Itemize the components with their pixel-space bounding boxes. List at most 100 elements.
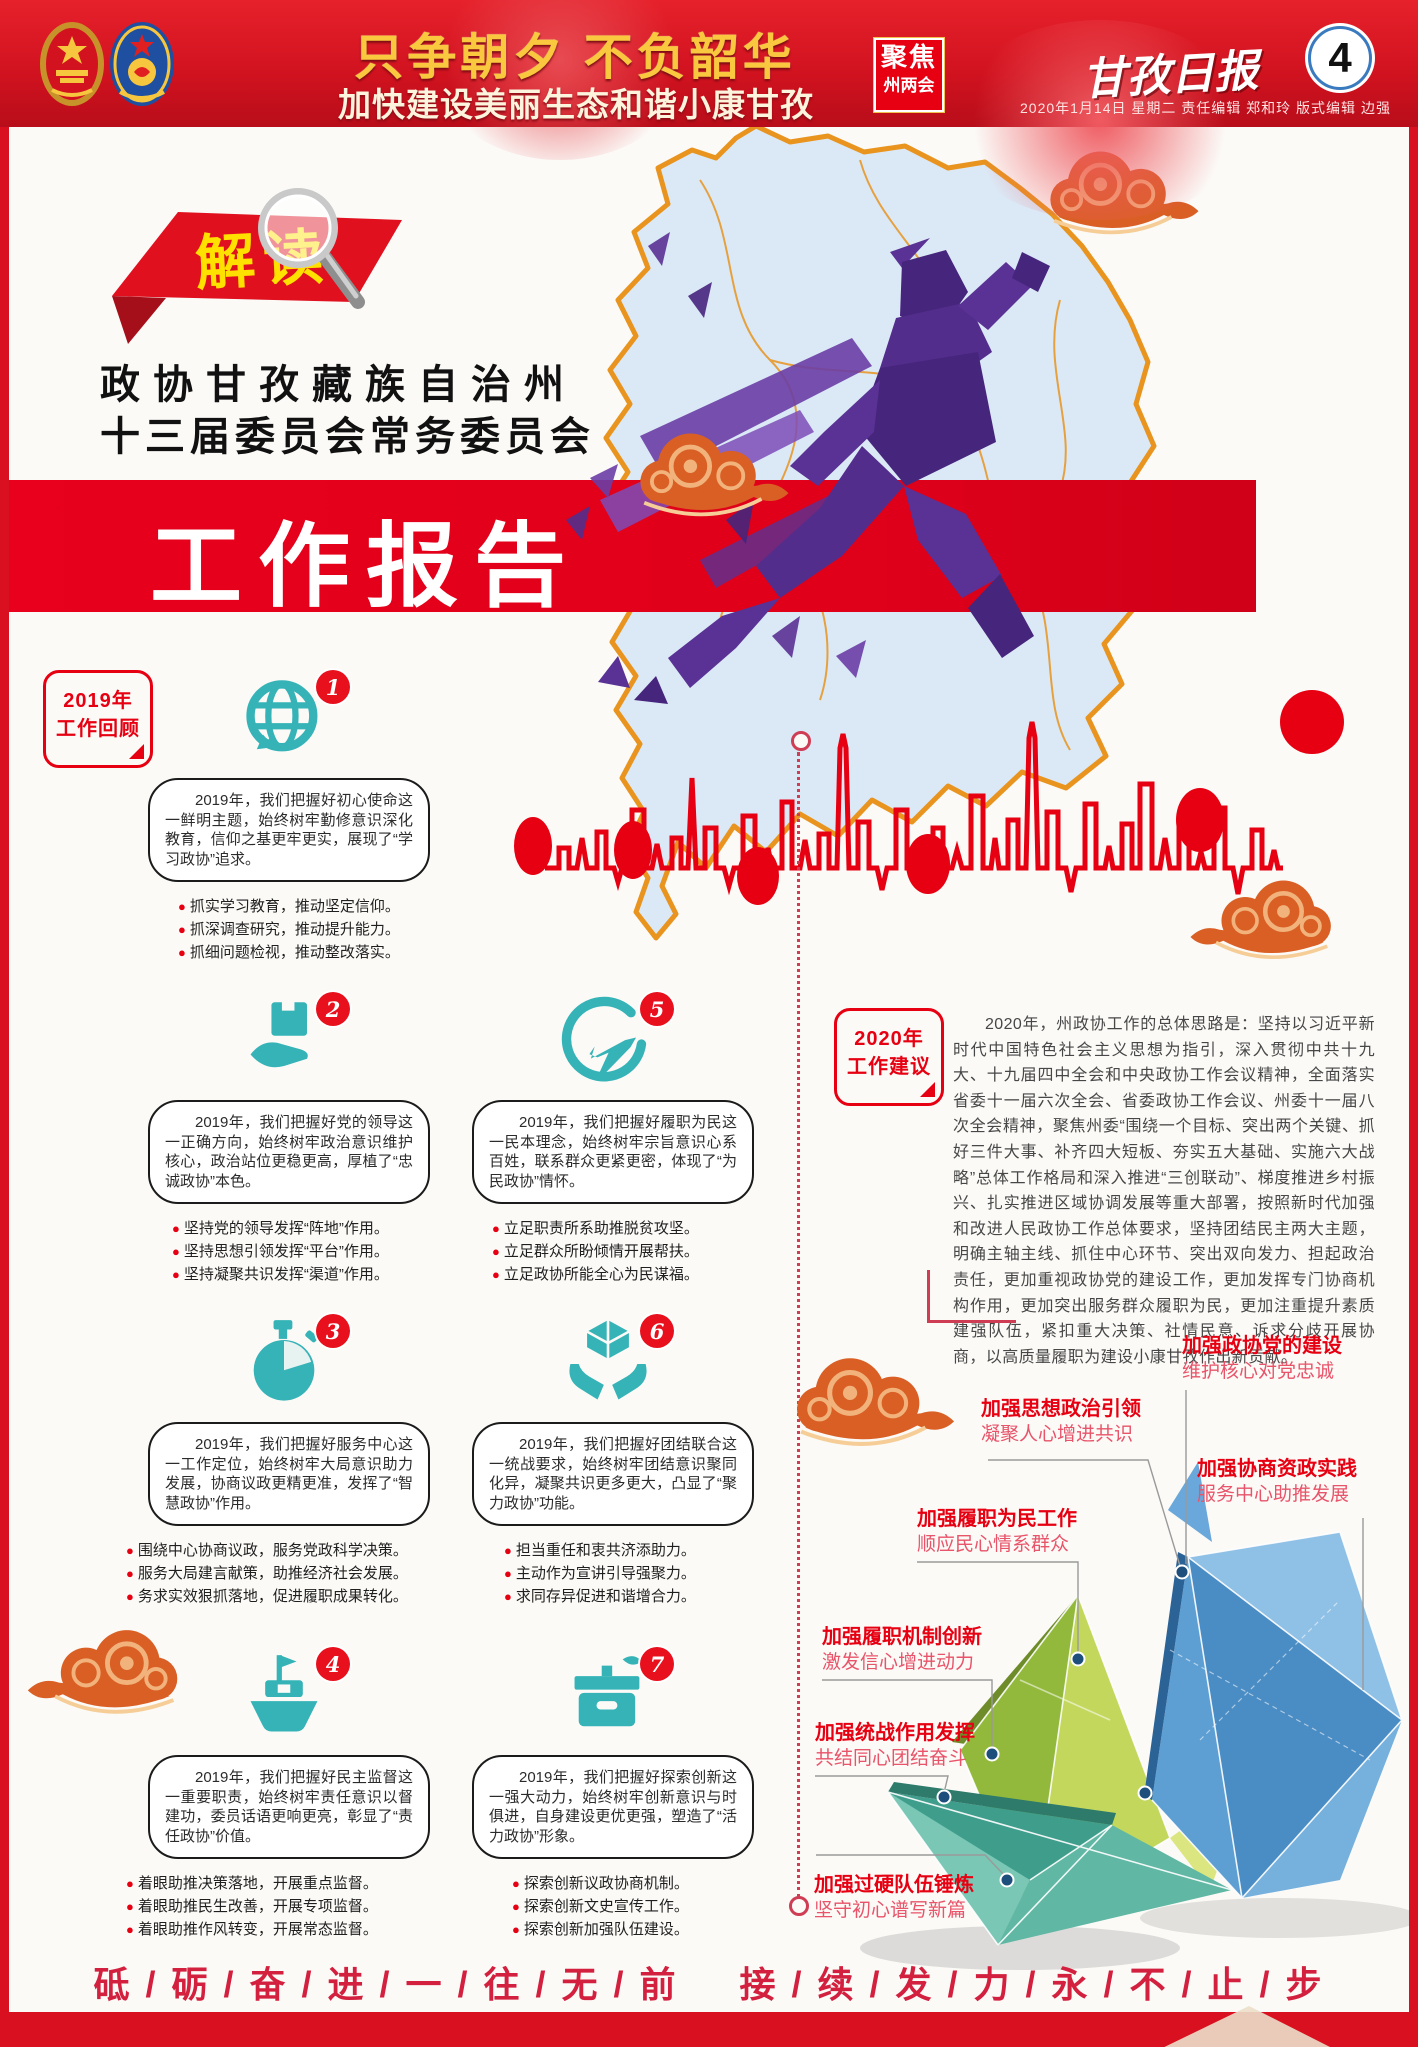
label-2020-line2: 工作建议 xyxy=(847,1056,931,1078)
plan-item-title: 加强政协党的建设 xyxy=(1182,1335,1342,1357)
shattered-runner-figure xyxy=(566,232,1050,704)
section-paragraph-bubble: 2019年，我们把握好团结联合这一统战要求，始终树牢团结意识聚同化异，凝聚共识更… xyxy=(472,1422,754,1526)
plan-item-subtitle: 维护核心对党忠诚 xyxy=(1182,1361,1335,1382)
section-number-badge: 4 xyxy=(316,1647,350,1681)
stopwatch-icon: 3 xyxy=(230,1312,350,1412)
section-bullets: 担当重任和衷共济添助力。 主动作为宣讲引导强聚力。 求同存异促进和谐增合力。 xyxy=(504,1539,754,1608)
auspicious-cloud-icon xyxy=(1185,868,1340,966)
section-bullets: 探索创新议政协商机制。 探索创新文史宣传工作。 探索创新加强队伍建设。 xyxy=(512,1872,754,1941)
bullet-item: 坚持思想引领发挥“平台”作用。 xyxy=(172,1240,430,1263)
report-banner-title: 工作报告 xyxy=(150,516,583,618)
section-paragraph-bubble: 2019年，我们把握好服务中心这一工作定位，始终树牢大局意识助力发展，协商议政更… xyxy=(148,1422,430,1526)
plan-item-title: 加强协商资政实践 xyxy=(1197,1458,1357,1480)
section-paragraph: 2019年，我们把握好初心使命这一鲜明主题，始终树牢勤修意识深化教育，信仰之基更… xyxy=(165,792,413,868)
plan-item-6: 加强统战作用发挥 共结同心团结奋斗 xyxy=(815,1720,975,1772)
section-number-badge: 5 xyxy=(640,992,674,1026)
auspicious-cloud-icon xyxy=(786,1346,961,1452)
section-paragraph: 2019年，我们把握好党的领导这一正确方向，始终树牢政治意识维护核心，政治站位更… xyxy=(165,1114,413,1190)
section-paragraph: 2019年，我们把握好履职为民这一民本理念，始终树牢宗旨意识心系百姓，联系群众更… xyxy=(489,1114,737,1190)
review-section-6: 6 2019年，我们把握好团结联合这一统战要求，始终树牢团结意识聚同化异，凝聚共… xyxy=(472,1312,754,1608)
page-header: 只争朝夕 不负韶华 加快建设美丽生态和谐小康甘孜 聚焦 州两会 甘孜日报 4 2… xyxy=(0,0,1418,220)
plan-item-title: 加强履职为民工作 xyxy=(917,1508,1077,1530)
plan-item-subtitle: 服务中心助推发展 xyxy=(1197,1484,1350,1505)
review-section-2: 2 2019年，我们把握好党的领导这一正确方向，始终树牢政治意识维护核心，政治站… xyxy=(148,990,430,1286)
bullet-item: 着眼助推民生改善，开展专项监督。 xyxy=(126,1895,456,1918)
bullet-item: 立足政协所能全心为民谋福。 xyxy=(492,1263,754,1286)
plan-item-title: 加强思想政治引领 xyxy=(981,1398,1141,1420)
divider-bottom-circle xyxy=(789,1896,809,1916)
footer-slogan-right: 接 / 续 / 发 / 力 / 永 / 不 / 止 / 步 xyxy=(739,1964,1325,2005)
bullet-item: 求同存异促进和谐增合力。 xyxy=(504,1585,754,1608)
bullet-item: 围绕中心协商议政，服务党政科学决策。 xyxy=(126,1539,456,1562)
bullet-item: 抓深调查研究，推动提升能力。 xyxy=(178,918,430,941)
plan-item-subtitle: 顺应民心情系群众 xyxy=(917,1534,1070,1555)
label-2019-line2: 工作回顾 xyxy=(56,718,140,740)
label-2019-line1: 2019年 xyxy=(63,690,133,712)
review-section-3: 3 2019年，我们把握好服务中心这一工作定位，始终树牢大局意识助力发展，协商议… xyxy=(138,1312,430,1608)
section-paragraph: 2019年，我们把握好团结联合这一统战要求，始终树牢团结意识聚同化异，凝聚共识更… xyxy=(489,1436,737,1512)
auspicious-cloud-icon xyxy=(22,1618,187,1720)
focus-topic-badge: 聚焦 州两会 xyxy=(873,37,945,113)
section-bullets: 抓实学习教育，推动坚定信仰。 抓深调查研究，推动提升能力。 抓细问题检视，推动整… xyxy=(178,895,430,964)
review-section-7: 7 2019年，我们把握好探索创新这一强大动力，始终树牢创新意识与时俱进，自身建… xyxy=(472,1645,754,1941)
review-section-1: 1 2019年，我们把握好初心使命这一鲜明主题，始终树牢勤修意识深化教育，信仰之… xyxy=(148,668,430,964)
plan-item-subtitle: 激发信心增进动力 xyxy=(822,1652,975,1673)
plan-item-title: 加强过硬队伍锤炼 xyxy=(814,1874,974,1896)
report-title-line1: 政协甘孜藏族自治州 xyxy=(100,363,577,407)
magnifier-icon xyxy=(258,188,365,309)
bullet-item: 抓细问题检视，推动整改落实。 xyxy=(178,941,430,964)
header-slogan-sub: 加快建设美丽生态和谐小康甘孜 xyxy=(338,86,814,123)
bullet-item: 务求实效狠抓落地，促进履职成果转化。 xyxy=(126,1585,456,1608)
section-paragraph: 2019年，我们把握好民主监督这一重要职责，始终树牢责任意识以督建功，委员话语更… xyxy=(165,1769,413,1845)
hands-cube-icon: 6 xyxy=(554,1312,674,1412)
plan-item-title: 加强统战作用发挥 xyxy=(815,1722,975,1744)
red-dot-decorations xyxy=(514,690,1344,905)
bullet-item: 立足群众所盼倾情开展帮扶。 xyxy=(492,1240,754,1263)
plan-item-1: 加强政协党的建设 维护核心对党忠诚 xyxy=(1182,1333,1342,1385)
plan-item-4: 加强履职为民工作 顺应民心情系群众 xyxy=(917,1506,1077,1558)
leader-dots xyxy=(936,1564,1190,1888)
label-2020-plan: 2020年 工作建议 xyxy=(834,1008,944,1106)
boat-icon: 4 xyxy=(230,1645,350,1745)
cppcc-emblem-icon xyxy=(110,22,174,106)
report-title-line2: 十三届委员会常务委员会 xyxy=(100,415,595,459)
national-emblem-icon xyxy=(40,22,104,106)
blue-crystal xyxy=(1144,1462,1403,1900)
section-bullets: 坚持党的领导发挥“阵地”作用。 坚持思想引领发挥“平台”作用。 坚持凝聚共识发挥… xyxy=(172,1217,430,1286)
bullet-item: 着眼助推作风转变，开展常态监督。 xyxy=(126,1918,456,1941)
bullet-item: 探索创新加强队伍建设。 xyxy=(512,1918,754,1941)
auspicious-cloud-icon xyxy=(630,422,795,522)
plan-item-subtitle: 凝聚人心增进共识 xyxy=(981,1424,1134,1445)
focus-line1: 聚焦 xyxy=(880,42,937,72)
newspaper-masthead: 甘孜日报 xyxy=(1081,45,1260,106)
plane-circle-icon: 5 xyxy=(554,990,674,1090)
section-number-badge: 2 xyxy=(316,992,350,1026)
plan-item-2: 加强思想政治引领 凝聚人心增进共识 xyxy=(981,1396,1141,1448)
bullet-item: 担当重任和衷共济添助力。 xyxy=(504,1539,754,1562)
plan-2020-paragraph: 2020年，州政协工作的总体思路是：坚持以习近平新时代中国特色社会主义思想为指引… xyxy=(953,1016,1375,1366)
section-paragraph-bubble: 2019年，我们把握好探索创新这一强大动力，始终树牢创新意识与时俱进，自身建设更… xyxy=(472,1755,754,1859)
bullet-item: 着眼助推决策落地，开展重点监督。 xyxy=(126,1872,456,1895)
plan-item-3: 加强协商资政实践 服务中心助推发展 xyxy=(1197,1456,1357,1508)
section-bullets: 立足职责所系助推脱贫攻坚。 立足群众所盼倾情开展帮扶。 立足政协所能全心为民谋福… xyxy=(492,1217,754,1286)
bullet-item: 探索创新议政协商机制。 xyxy=(512,1872,754,1895)
page-number-badge: 4 xyxy=(1308,26,1372,90)
header-slogan-main: 只争朝夕 不负韶华 xyxy=(354,31,796,85)
plan-item-subtitle: 坚守初心谱写新篇 xyxy=(814,1900,967,1921)
footer-slogan: 砥 / 砺 / 奋 / 进 / 一 / 往 / 无 / 前 接 / 续 / 发 … xyxy=(0,1956,1418,2008)
date-editor-line: 2020年1月14日 星期二 责任编辑 郑和玲 版式编辑 边强 xyxy=(1020,100,1391,116)
header-glow-decoration xyxy=(950,20,1250,220)
page-edge-right xyxy=(1409,127,1418,2047)
globe-icon: 1 xyxy=(230,668,350,768)
section-bullets: 围绕中心协商议政，服务党政科学决策。 服务大局建言献策，助推经济社会发展。 务求… xyxy=(126,1539,456,1608)
section-paragraph-bubble: 2019年，我们把握好党的领导这一正确方向，始终树牢政治意识维护核心，政治站位更… xyxy=(148,1100,430,1204)
footer-slogan-left: 砥 / 砺 / 奋 / 进 / 一 / 往 / 无 / 前 xyxy=(93,1964,679,2005)
paragraph-corner-bracket xyxy=(927,1270,1016,1323)
archive-box-icon: 7 xyxy=(554,1645,674,1745)
plan-item-7: 加强过硬队伍锤炼 坚守初心谱写新篇 xyxy=(814,1872,974,1924)
label-2019-review: 2019年 工作回顾 xyxy=(43,670,153,768)
plan-item-5: 加强履职机制创新 激发信心增进动力 xyxy=(822,1624,982,1676)
section-paragraph-bubble: 2019年，我们把握好民主监督这一重要职责，始终树牢责任意识以督建功，委员话语更… xyxy=(148,1755,430,1859)
section-paragraph: 2019年，我们把握好探索创新这一强大动力，始终树牢创新意识与时俱进，自身建设更… xyxy=(489,1769,737,1845)
